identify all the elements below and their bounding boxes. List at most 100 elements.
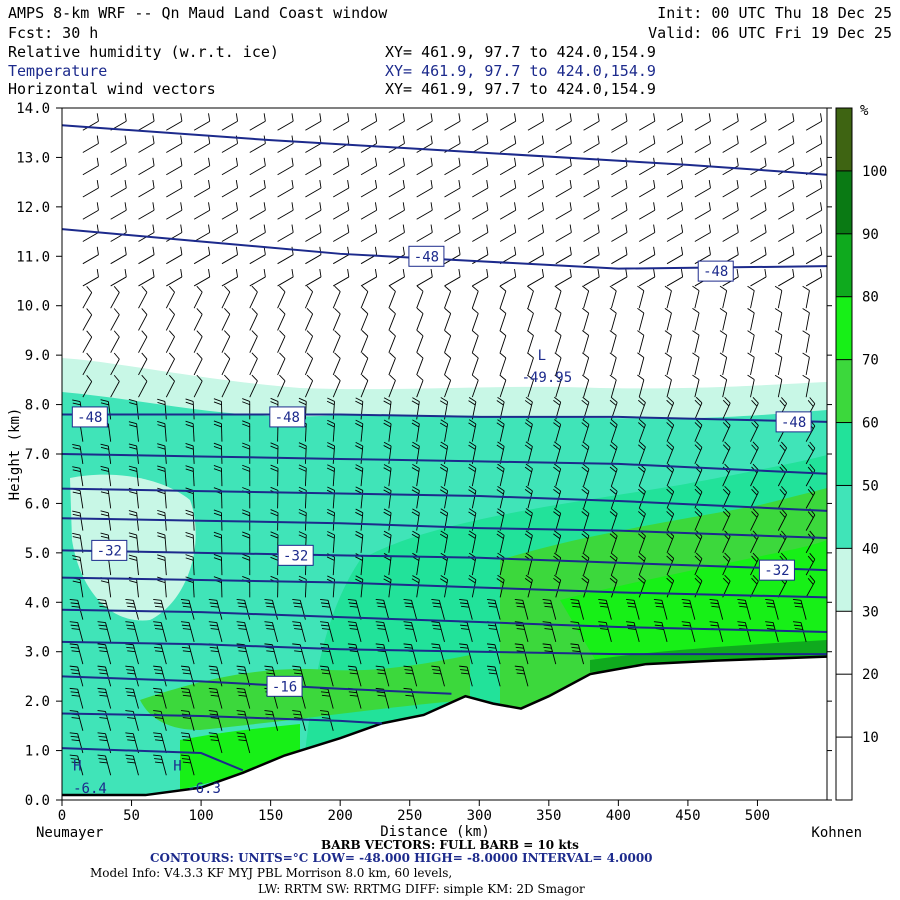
wind-barb <box>97 643 112 665</box>
wind-barb <box>750 113 767 131</box>
wind-barb <box>277 202 294 220</box>
x-tick-label: 500 <box>745 808 770 824</box>
contour-label: -48 <box>697 260 734 282</box>
wind-barb <box>166 179 183 198</box>
wind-barb <box>82 157 99 176</box>
wind-barb <box>750 246 767 265</box>
wind-barb <box>774 285 783 309</box>
wind-barb <box>666 441 675 465</box>
wind-barb <box>637 285 645 309</box>
wind-barb <box>304 374 314 398</box>
wind-barb <box>375 598 390 620</box>
wind-barb <box>403 621 418 642</box>
wind-barb <box>582 307 590 331</box>
wind-barb <box>611 268 628 287</box>
wind-barb <box>388 157 405 176</box>
wind-barb <box>555 179 572 198</box>
wind-barb <box>471 307 479 331</box>
wind-barb <box>666 246 684 265</box>
contour-label: -32 <box>758 559 795 581</box>
wind-barb <box>236 621 251 642</box>
wind-barb <box>208 710 223 731</box>
wind-barb <box>249 374 258 398</box>
wind-barb <box>82 308 93 331</box>
wind-barb <box>100 399 112 420</box>
wind-barb <box>166 224 183 242</box>
wind-barb <box>416 224 433 242</box>
wind-barb <box>805 441 816 465</box>
wind-barb <box>110 179 127 198</box>
wind-barb <box>444 179 461 198</box>
wind-barb <box>444 374 452 398</box>
wind-barb <box>326 508 335 531</box>
wind-barb <box>305 113 322 131</box>
wind-barb <box>439 419 449 442</box>
wind-barb <box>582 285 590 309</box>
svg-text:-32: -32 <box>283 548 308 564</box>
wind-barb <box>444 224 461 242</box>
wind-barb <box>388 224 405 242</box>
wind-barb <box>270 442 279 464</box>
wind-barb <box>153 732 167 754</box>
wind-barb <box>719 308 728 331</box>
wind-barb <box>185 420 195 442</box>
wind-barb <box>722 441 731 465</box>
wind-barb <box>582 352 590 376</box>
temperature-contour <box>62 712 382 725</box>
wind-barb <box>637 307 645 331</box>
wind-barb <box>638 574 646 598</box>
wind-barb <box>193 352 203 376</box>
wind-barb <box>180 687 195 709</box>
x-tick-label: 300 <box>467 808 492 824</box>
wind-barb <box>416 179 433 198</box>
wind-barb <box>499 374 507 398</box>
contour-label: -48 <box>775 411 812 433</box>
wind-barb <box>193 113 211 131</box>
wind-barb <box>527 157 544 176</box>
wind-barb <box>555 268 572 287</box>
wind-barb <box>527 135 544 153</box>
wind-barb <box>157 532 167 553</box>
wind-barb <box>777 486 788 509</box>
wind-barb <box>611 246 628 265</box>
wind-barb <box>249 157 266 176</box>
wind-barb <box>82 268 99 287</box>
wind-barb <box>110 330 120 353</box>
wind-barb <box>383 464 392 487</box>
y-tick-label: 9.0 <box>25 348 50 364</box>
wind-barb <box>638 485 646 509</box>
wind-barb <box>360 307 369 331</box>
wind-barb <box>581 574 590 598</box>
wind-barb <box>694 396 703 420</box>
wind-barb <box>750 268 767 287</box>
wind-barb <box>388 285 396 309</box>
wind-barb <box>692 285 700 309</box>
wind-barb <box>221 374 231 398</box>
colorbar-label: 30 <box>862 604 879 620</box>
wind-barb <box>496 419 505 442</box>
wind-barb <box>709 598 724 620</box>
wind-barb <box>555 113 572 131</box>
wind-barb <box>69 754 84 776</box>
wind-barb <box>439 530 449 553</box>
wind-barb <box>360 224 378 242</box>
wind-barb <box>242 398 251 420</box>
x-tick-label: 0 <box>58 808 66 824</box>
wind-barb <box>193 179 211 198</box>
wind-barb <box>82 224 99 242</box>
wind-barb <box>694 552 703 576</box>
wind-barb <box>637 374 645 398</box>
wind-barb <box>208 687 223 709</box>
wind-barb <box>583 224 600 242</box>
wind-barb <box>304 307 314 331</box>
wind-barb <box>499 113 517 131</box>
wind-barb <box>165 285 175 309</box>
wind-barb <box>388 330 396 353</box>
wind-barb <box>666 202 684 220</box>
wind-barb <box>383 441 392 464</box>
wind-barb <box>444 157 461 176</box>
wind-barb <box>193 224 211 242</box>
colorbar-swatch <box>836 611 852 675</box>
y-tick-label: 2.0 <box>25 694 50 710</box>
wind-barb <box>765 598 779 620</box>
